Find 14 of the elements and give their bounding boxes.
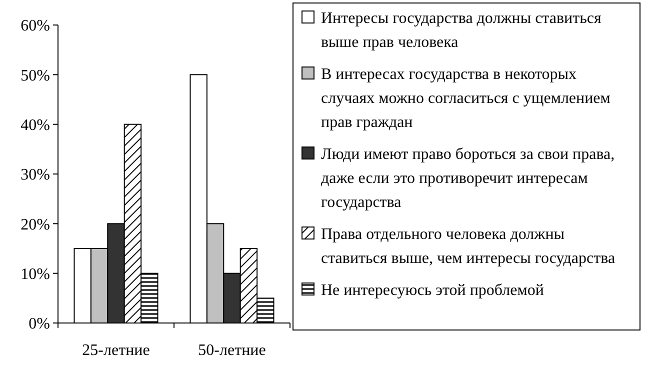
- y-tick-label: 0%: [28, 316, 50, 333]
- y-tick-label: 40%: [20, 116, 50, 134]
- legend-label: В интересах государства в некоторых случаях можно согласиться с ущемлением прав граждан: [321, 66, 610, 131]
- legend-label: Не интересуюсь этой проблемой: [321, 282, 544, 299]
- y-tick-label: 30%: [20, 166, 50, 184]
- legend-label: Права отдельного человека должны ставиться выше, чем интересы государства: [321, 226, 616, 267]
- legend-label: Интересы государства должны ставиться выше прав человека: [321, 10, 602, 51]
- legend-label: Люди имеют право бороться за свои права, даже если это противоречит интересам государства: [321, 146, 615, 211]
- x-tick-label: 25-летние: [82, 342, 150, 359]
- y-tick-label: 60%: [20, 18, 50, 35]
- y-tick-label: 10%: [20, 266, 50, 283]
- y-tick-label: 20%: [20, 216, 50, 234]
- x-tick-label: 50-летние: [198, 342, 266, 359]
- y-tick-label: 50%: [20, 67, 50, 84]
